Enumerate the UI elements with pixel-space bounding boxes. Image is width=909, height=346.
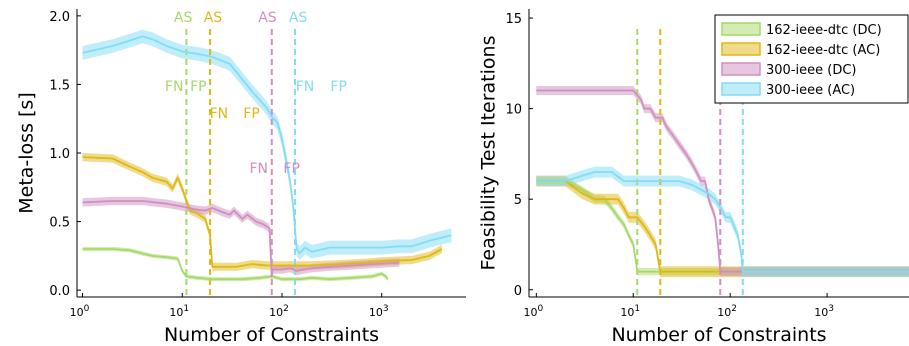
feasibility-y-tick-label: 0 <box>514 284 522 299</box>
series-line-162-ieee-dtc-ac <box>82 156 443 268</box>
meta-loss-y-tick-label: 0.5 <box>49 216 70 231</box>
meta-loss-x-axis-title: Number of Constraints <box>164 324 379 346</box>
meta-loss-x-tick-label: 101 <box>169 304 189 319</box>
legend-swatch-162-ieee-dtc-ac <box>721 42 761 56</box>
meta-loss-x-ticks: 100 101 102 103 <box>70 293 389 319</box>
feasibility-y-tick-label: 5 <box>514 193 522 208</box>
feasibility-y-axis-title: Feasibility Test Iterations <box>478 36 500 271</box>
meta-loss-threshold-lines <box>185 29 296 297</box>
meta-loss-y-tick-label: 1.5 <box>49 78 70 93</box>
annotation-label: FN <box>296 79 315 95</box>
feasibility-y-tick-label: 10 <box>505 103 522 118</box>
feasibility-y-ticks: 0 5 10 15 <box>505 12 533 299</box>
annotation-label: FN <box>210 106 229 122</box>
meta-loss-y-tick-label: 0.0 <box>49 284 70 299</box>
feasibility-x-tick-label: 102 <box>717 304 737 319</box>
legend-swatch-162-ieee-dtc-dc <box>721 22 761 36</box>
feasibility-bands <box>536 86 909 278</box>
feasibility-x-axis-title: Number of Constraints <box>611 324 826 346</box>
meta-loss-y-tick-label: 1.0 <box>49 147 70 162</box>
feasibility-series-lines <box>536 89 909 273</box>
series-band-300-ieee-ac <box>536 166 909 278</box>
series-line-300-ieee-dc <box>536 89 909 273</box>
meta-loss-series-lines <box>82 35 452 281</box>
series-line-300-ieee-ac <box>536 171 909 273</box>
annotation-label: FN <box>165 79 184 95</box>
series-band-300-ieee-dc <box>536 86 909 277</box>
feasibility-y-tick-label: 15 <box>505 12 522 27</box>
series-line-162-ieee-dtc-dc <box>82 248 389 281</box>
meta-loss-axes: 0.0 0.5 1.0 1.5 2.0 100 101 102 103 <box>49 9 466 319</box>
series-band-300-ieee-dc <box>82 196 400 281</box>
series-band-162-ieee-dtc-dc <box>82 246 388 282</box>
annotation-label: AS <box>289 10 308 26</box>
legend-label-162-ieee-dtc-ac: 162-ieee-dtc (AC) <box>766 43 880 58</box>
meta-loss-bands <box>82 29 452 282</box>
annotation-label: FN <box>250 161 269 177</box>
annotation-label: FP <box>243 106 260 122</box>
series-band-162-ieee-dtc-ac <box>536 175 909 278</box>
legend-swatch-300-ieee-ac <box>721 82 761 96</box>
legend: 162-ieee-dtc (DC) 162-ieee-dtc (AC) 300-ie… <box>714 14 909 104</box>
annotation-label: FP <box>330 79 347 95</box>
feasibility-x-tick-label: 103 <box>814 304 834 319</box>
series-line-162-ieee-dtc-ac <box>536 180 909 273</box>
legend-label-300-ieee-ac: 300-ieee (AC) <box>766 83 855 98</box>
legend-label-162-ieee-dtc-dc: 162-ieee-dtc (DC) <box>766 23 882 38</box>
legend-label-300-ieee-dc: 300-ieee (DC) <box>766 63 856 78</box>
meta-loss-x-tick-label: 100 <box>70 304 90 319</box>
meta-loss-y-tick-label: 2.0 <box>49 10 70 25</box>
feasibility-x-tick-label: 100 <box>523 304 543 319</box>
meta-loss-x-tick-label: 103 <box>369 304 389 319</box>
annotation-label: AS <box>258 10 277 26</box>
annotation-label: AS <box>174 10 193 26</box>
series-line-300-ieee-dc <box>82 200 400 278</box>
feasibility-x-ticks: 100 101 102 103 <box>523 293 834 319</box>
feasibility-x-tick-label: 101 <box>620 304 640 319</box>
meta-loss-x-tick-label: 102 <box>269 304 289 319</box>
series-band-162-ieee-dtc-dc <box>536 177 909 276</box>
annotation-label: AS <box>204 10 223 26</box>
meta-loss-y-ticks: 0.0 0.5 1.0 1.5 2.0 <box>49 10 81 299</box>
legend-swatch-300-ieee-dc <box>721 62 761 76</box>
meta-loss-y-axis-title: Meta-loss [s] <box>16 92 38 214</box>
annotation-label: FP <box>190 79 207 95</box>
series-line-300-ieee-ac <box>82 35 452 255</box>
annotation-label: FP <box>283 161 300 177</box>
feasibility-axes: 0 5 10 15 100 101 102 103 <box>505 9 909 319</box>
series-band-162-ieee-dtc-ac <box>82 153 442 271</box>
feasibility-panel: 0 5 10 15 100 101 102 103 Number of Constraint… <box>478 9 909 346</box>
